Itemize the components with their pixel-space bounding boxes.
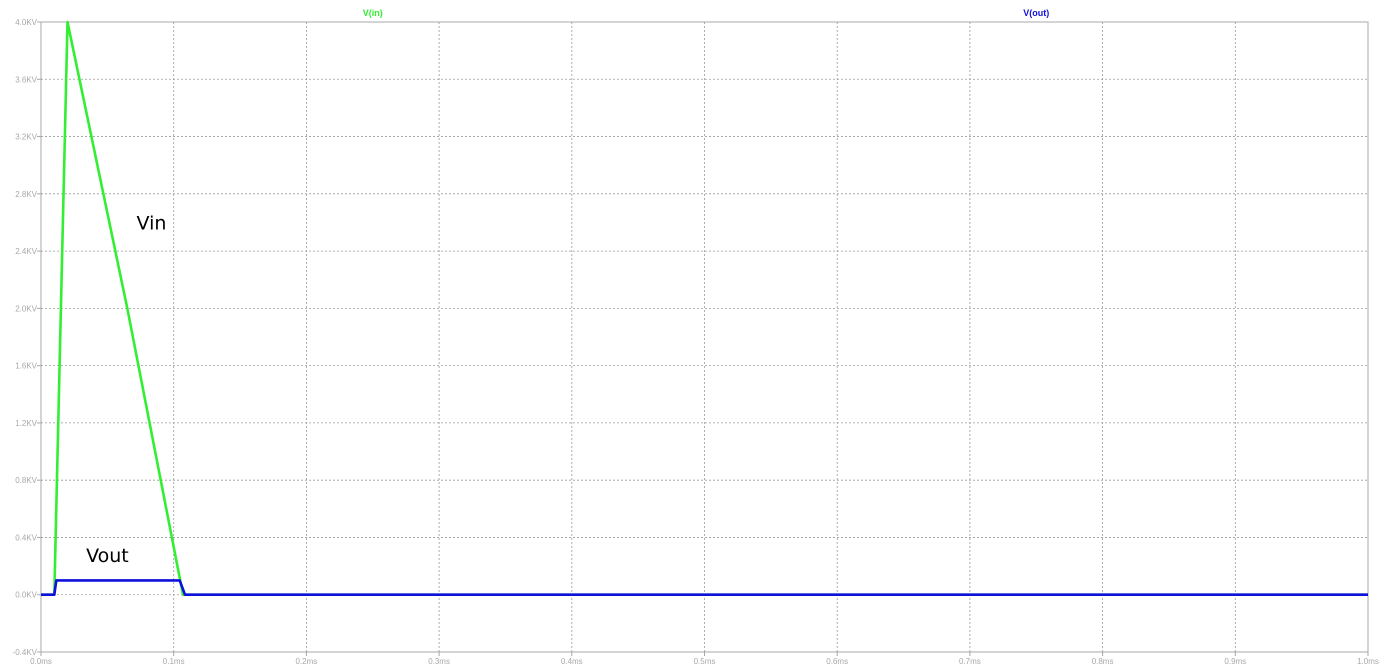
y-tick-label: 4.0KV	[15, 18, 37, 27]
legend-item: V(in)	[363, 8, 383, 18]
x-tick-label: 0.6ms	[826, 657, 848, 666]
annotation-label: Vout	[86, 545, 129, 567]
annotation-label: Vin	[137, 213, 167, 235]
x-tick-label: 0.2ms	[296, 657, 318, 666]
grid	[41, 22, 1368, 652]
series-line	[41, 579, 1368, 597]
x-tick-label: 0.8ms	[1092, 657, 1114, 666]
y-tick-label: 3.2KV	[15, 133, 37, 142]
x-tick-label: 0.3ms	[428, 657, 450, 666]
annotations: Vin Vout	[86, 213, 166, 567]
y-tick-label: 0.4KV	[15, 533, 37, 542]
traces	[41, 20, 1368, 597]
x-tick-label: 1.0ms	[1357, 657, 1379, 666]
x-tick-label: 0.7ms	[959, 657, 981, 666]
y-tick-label: 1.6KV	[15, 362, 37, 371]
y-tick-label: 2.4KV	[15, 247, 37, 256]
plot-frame	[40, 21, 1369, 653]
x-tick-label: 0.9ms	[1224, 657, 1246, 666]
x-axis-ticks: 0.0ms 0.1ms 0.2ms 0.3ms 0.4ms 0.5ms 0.6ms 0.7ms…	[30, 652, 1379, 666]
y-tick-label: 3.6KV	[15, 75, 37, 84]
y-tick-label: 0.0KV	[15, 591, 37, 600]
y-tick-label: 2.0KV	[15, 304, 37, 313]
x-tick-label: 0.5ms	[694, 657, 716, 666]
y-tick-label: 2.8KV	[15, 190, 37, 199]
y-axis-ticks: -0.4KV 0.0KV 0.4KV 0.8KV 1.2KV 1.6KV 2.0KV 2.4K…	[13, 18, 41, 657]
y-tick-label: 0.8KV	[15, 476, 37, 485]
x-tick-label: 0.4ms	[561, 657, 583, 666]
x-tick-label: 0.1ms	[163, 657, 185, 666]
y-tick-label: 1.2KV	[15, 419, 37, 428]
legend: V(in) V(out)	[363, 8, 1050, 18]
x-tick-label: 0.0ms	[30, 657, 52, 666]
legend-item: V(out)	[1023, 8, 1049, 18]
y-tick-label: -0.4KV	[13, 648, 38, 657]
